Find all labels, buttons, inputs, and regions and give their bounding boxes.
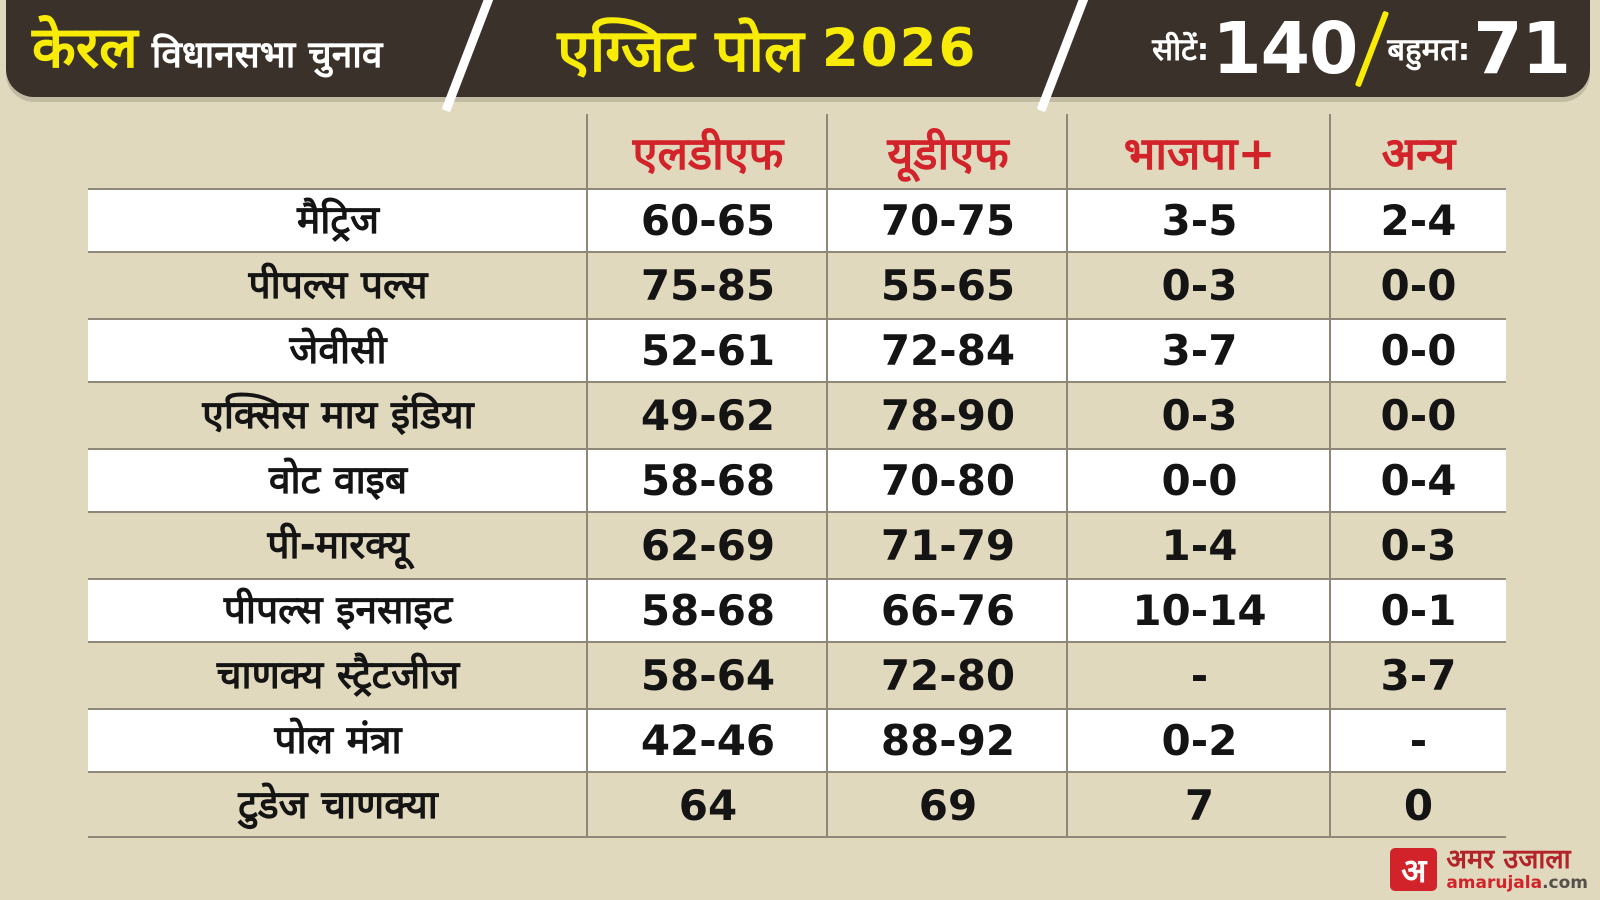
bjp-value: 0-2 — [1161, 715, 1238, 765]
udf-value: 70-80 — [880, 455, 1016, 505]
others-value: 0-3 — [1380, 520, 1457, 570]
table-row: टुडेज चाणक्या 64 69 7 0 — [88, 773, 1506, 838]
pollster-name: पीपल्स इनसाइट — [223, 588, 453, 633]
column-divider — [826, 114, 828, 836]
header-left: केरल विधानसभा चुनाव — [32, 0, 382, 97]
ldf-value: 58-68 — [640, 585, 776, 635]
seats-label: सीटें: — [1152, 31, 1210, 68]
ldf-value: 58-68 — [640, 455, 776, 505]
majority-stat: बहुमत: 71 — [1387, 7, 1571, 90]
header-center: एग्जिट पोल 2026 — [557, 9, 977, 89]
pollster-name: वोट वाइब — [268, 458, 408, 503]
pollster-name: पी-मारक्यू — [267, 523, 409, 568]
udf-value: 55-65 — [880, 260, 1016, 310]
table-row: पी-मारक्यू 62-69 71-79 1-4 0-3 — [88, 513, 1506, 578]
publisher-text: अमर उजाला amarujala.com — [1446, 846, 1588, 892]
table-row: एक्सिस माय इंडिया 49-62 78-90 0-3 0-0 — [88, 383, 1506, 448]
divider-slash-icon — [1355, 10, 1390, 87]
amar-ujala-logo-icon: अ — [1390, 847, 1438, 891]
table-row: पोल मंत्रा 42-46 88-92 0-2 - — [88, 708, 1506, 773]
header-right: सीटें: 140 बहुमत: 71 — [1152, 7, 1571, 90]
ldf-value: 58-64 — [640, 650, 776, 700]
ldf-value: 60-65 — [640, 195, 776, 245]
udf-value: 78-90 — [880, 390, 1016, 440]
others-value: 2-4 — [1380, 195, 1457, 245]
election-subtitle: विधानसभा चुनाव — [151, 33, 383, 76]
table-row: पीपल्स इनसाइट 58-68 66-76 10-14 0-1 — [88, 578, 1506, 643]
poll-year: 2026 — [821, 18, 978, 79]
divider-slash-icon — [1036, 0, 1093, 112]
ldf-value: 49-62 — [640, 390, 776, 440]
pollster-name: पोल मंत्रा — [274, 718, 402, 763]
header-bar: केरल विधानसभा चुनाव एग्जिट पोल 2026 सीटे… — [6, 0, 1590, 112]
udf-value: 69 — [918, 780, 978, 830]
table-row: मैट्रिज 60-65 70-75 3-5 2-4 — [88, 188, 1506, 253]
bjp-value: 3-7 — [1161, 325, 1238, 375]
udf-value: 88-92 — [880, 715, 1016, 765]
exit-poll-table: एलडीएफ यूडीएफ भाजपा+ अन्य मैट्रिज 60-65 … — [88, 112, 1506, 838]
publisher-url: amarujala.com — [1446, 875, 1588, 892]
table-row: जेवीसी 52-61 72-84 3-7 0-0 — [88, 318, 1506, 383]
publisher-name: अमर उजाला — [1446, 844, 1571, 875]
bjp-value: 3-5 — [1161, 195, 1238, 245]
poll-title: एग्जिट पोल — [557, 15, 804, 85]
column-header-others: अन्य — [1381, 126, 1456, 180]
udf-value: 72-80 — [880, 650, 1016, 700]
ldf-value: 62-69 — [640, 520, 776, 570]
udf-value: 66-76 — [880, 585, 1016, 635]
column-header-bjp: भाजपा+ — [1123, 126, 1276, 180]
others-value: 0-0 — [1380, 260, 1457, 310]
column-divider — [1329, 114, 1331, 836]
udf-value: 70-75 — [880, 195, 1016, 245]
others-value: 0-1 — [1380, 585, 1457, 635]
bjp-value: 10-14 — [1132, 585, 1267, 635]
seats-stat: सीटें: 140 — [1152, 7, 1358, 90]
bjp-value: 0-3 — [1161, 390, 1238, 440]
majority-value: 71 — [1473, 7, 1571, 90]
pollster-name: जेवीसी — [289, 328, 387, 373]
ldf-value: 75-85 — [640, 260, 776, 310]
table-body: मैट्रिज 60-65 70-75 3-5 2-4 पीपल्स पल्स … — [88, 188, 1506, 838]
others-value: 0-0 — [1380, 325, 1457, 375]
column-header-ldf: एलडीएफ — [632, 126, 784, 180]
pollster-name: टुडेज चाणक्या — [238, 783, 438, 828]
ldf-value: 52-61 — [640, 325, 776, 375]
bjp-value: - — [1190, 650, 1209, 700]
others-value: 0-4 — [1380, 455, 1457, 505]
others-value: 3-7 — [1380, 650, 1457, 700]
bjp-value: 0-3 — [1161, 260, 1238, 310]
ldf-value: 64 — [678, 780, 738, 830]
publisher-logo: अ अमर उजाला amarujala.com — [1390, 846, 1588, 892]
others-value: 0-0 — [1380, 390, 1457, 440]
publisher-tld: .com — [1542, 873, 1588, 893]
divider-slash-icon — [441, 0, 498, 112]
table-row: पीपल्स पल्स 75-85 55-65 0-3 0-0 — [88, 253, 1506, 318]
publisher-domain: amarujala — [1446, 873, 1543, 893]
bjp-value: 0-0 — [1161, 455, 1238, 505]
column-divider — [586, 114, 588, 836]
bjp-value: 1-4 — [1161, 520, 1238, 570]
region-title: केरल — [32, 15, 138, 81]
column-header-udf: यूडीएफ — [887, 126, 1009, 180]
others-value: - — [1409, 715, 1428, 765]
pollster-name: चाणक्य स्ट्रैटजीज — [216, 653, 460, 698]
majority-label: बहुमत: — [1387, 31, 1471, 68]
bjp-value: 7 — [1184, 780, 1215, 830]
udf-value: 72-84 — [880, 325, 1016, 375]
table-row: वोट वाइब 58-68 70-80 0-0 0-4 — [88, 448, 1506, 513]
table-row: चाणक्य स्ट्रैटजीज 58-64 72-80 - 3-7 — [88, 643, 1506, 708]
others-value: 0 — [1403, 780, 1434, 830]
udf-value: 71-79 — [880, 520, 1016, 570]
table-header-row: एलडीएफ यूडीएफ भाजपा+ अन्य — [88, 112, 1506, 188]
pollster-name: मैट्रिज — [296, 198, 380, 243]
pollster-name: एक्सिस माय इंडिया — [202, 393, 474, 438]
ldf-value: 42-46 — [640, 715, 776, 765]
column-divider — [1066, 114, 1068, 836]
seats-value: 140 — [1212, 7, 1358, 90]
pollster-name: पीपल्स पल्स — [248, 263, 428, 308]
